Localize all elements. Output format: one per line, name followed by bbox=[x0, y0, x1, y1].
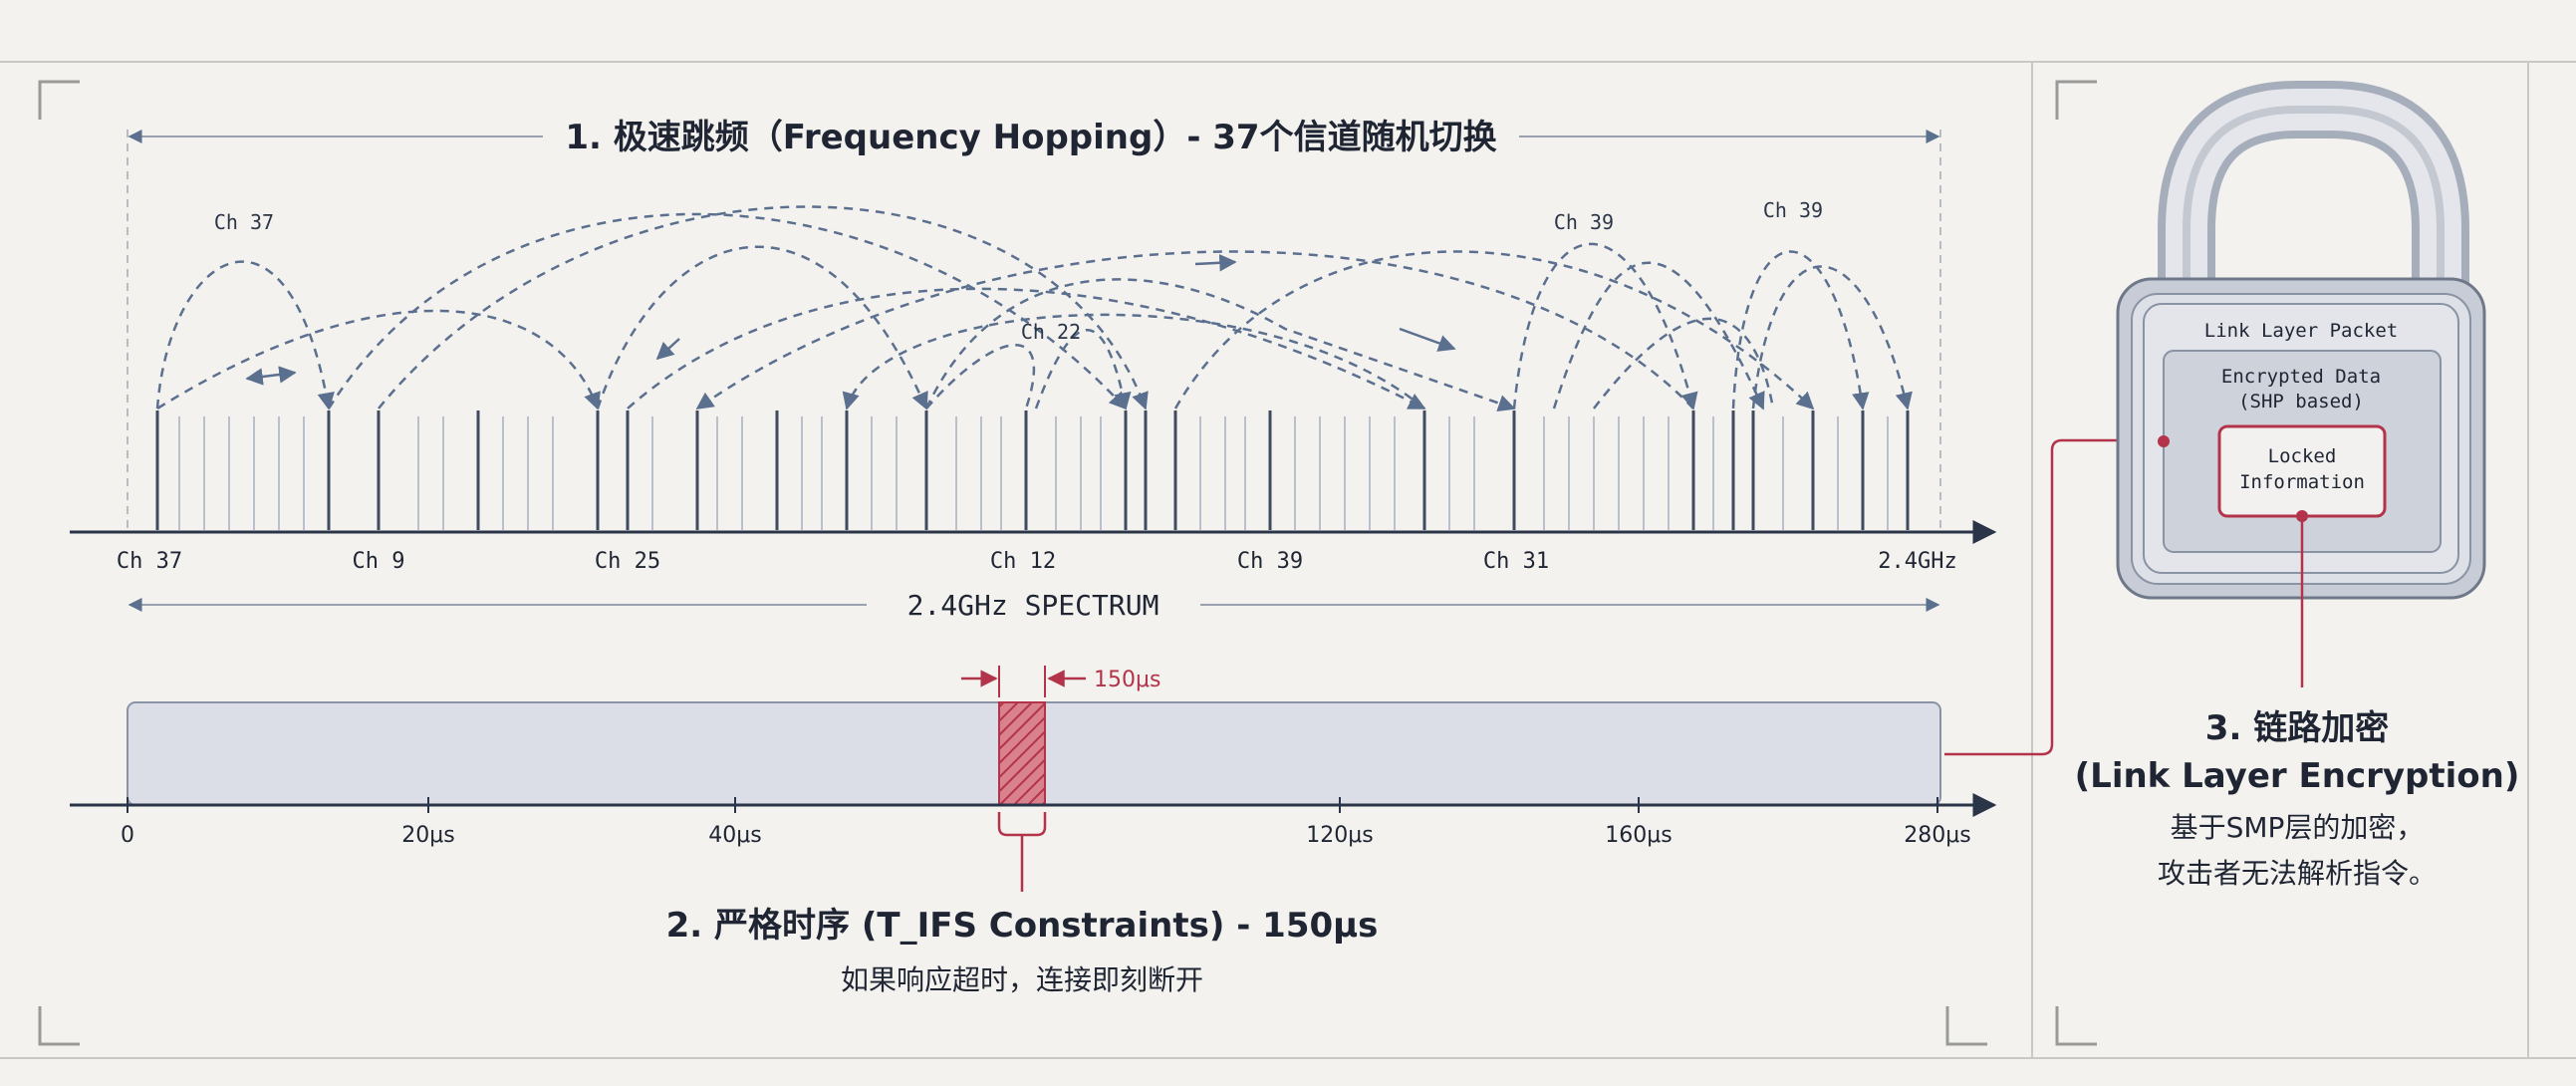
hop-arc-17 bbox=[1593, 317, 1775, 409]
locked-info-line2: Information bbox=[2239, 471, 2365, 493]
time-label-20: 20μs bbox=[401, 823, 454, 848]
packet-entry-dot bbox=[2158, 435, 2170, 447]
axis-label-ch39: Ch 39 bbox=[1237, 549, 1303, 574]
axis-label-ch37: Ch 37 bbox=[117, 549, 182, 574]
time-axis-ticks bbox=[127, 797, 1938, 813]
frequency-hopping-section: 1. 极速跳频（Frequency Hopping）- 37个信道随机切换 bbox=[70, 118, 1997, 622]
hop-arc-5 bbox=[596, 245, 928, 410]
hop-arc-10 bbox=[925, 344, 1036, 409]
encryption-title-line2: (Link Layer Encryption) bbox=[2075, 756, 2520, 796]
dir-arrow-4 bbox=[1399, 327, 1456, 352]
corner-mark-br-left bbox=[1945, 1006, 1987, 1046]
hop-label-ch39-a: Ch 39 bbox=[1554, 210, 1614, 234]
hop-arc-8 bbox=[924, 278, 1516, 412]
hop-arc-1 bbox=[155, 260, 335, 410]
axis-label-ch25: Ch 25 bbox=[595, 549, 660, 574]
corner-mark-bl-right bbox=[2055, 1006, 2097, 1046]
hop-arc-7 bbox=[842, 313, 1425, 410]
corner-marks bbox=[38, 80, 2097, 1046]
dir-arrow-3 bbox=[1194, 254, 1237, 272]
time-label-120: 120μs bbox=[1306, 823, 1373, 848]
axis-label-ch9: Ch 9 bbox=[353, 549, 405, 574]
gap-label: 150μs bbox=[1094, 668, 1160, 692]
axis-label-ch31: Ch 31 bbox=[1483, 549, 1549, 574]
encryption-desc-line2: 攻击者无法解析指令。 bbox=[2158, 857, 2437, 890]
locked-info-line1: Locked bbox=[2268, 445, 2337, 467]
encryption-section: Link Layer Packet Encrypted Data (SHP ba… bbox=[1944, 81, 2520, 890]
axis-label-2-4ghz: 2.4GHz bbox=[1878, 549, 1956, 574]
tifs-gap-marker bbox=[998, 701, 1046, 806]
hop-label-ch39-b: Ch 39 bbox=[1763, 198, 1823, 222]
axis-label-ch12: Ch 12 bbox=[990, 549, 1056, 574]
hopping-title: 1. 极速跳频（Frequency Hopping）- 37个信道随机切换 bbox=[565, 118, 1496, 157]
hop-arc-16 bbox=[1751, 265, 1913, 410]
gap-bracket bbox=[997, 812, 1047, 837]
channel-bars bbox=[155, 410, 1910, 530]
encryption-title-line1: 3. 链路加密 bbox=[2205, 708, 2389, 748]
hop-arc-6 bbox=[627, 287, 1426, 410]
encrypted-data-sublabel: (SHP based) bbox=[2238, 391, 2364, 412]
hop-arc-15 bbox=[1731, 250, 1870, 410]
time-label-280: 280μs bbox=[1904, 823, 1970, 848]
hop-arc-13 bbox=[1173, 250, 1815, 410]
hop-arc-9 bbox=[695, 250, 1694, 410]
hop-arc-4 bbox=[378, 205, 1149, 410]
hop-arc-3 bbox=[327, 212, 1128, 410]
time-label-160: 160μs bbox=[1605, 823, 1672, 848]
padlock-shackle-core bbox=[2183, 106, 2445, 289]
dir-arrow-1 bbox=[245, 366, 297, 386]
time-label-0: 0 bbox=[121, 823, 134, 848]
encryption-connector bbox=[1944, 431, 2154, 756]
packet-label: Link Layer Packet bbox=[2204, 320, 2398, 342]
hop-arcs bbox=[155, 205, 1913, 412]
direction-arrows bbox=[245, 254, 1456, 386]
time-label-40: 40μs bbox=[708, 823, 761, 848]
hop-arc-11 bbox=[1034, 329, 1132, 410]
hop-arc-2 bbox=[156, 309, 601, 410]
hop-arc-12 bbox=[1512, 242, 1698, 410]
corner-mark-bl bbox=[38, 1006, 80, 1046]
timing-subtitle: 如果响应超时，连接即刻断开 bbox=[841, 963, 1203, 996]
hop-label-ch37: Ch 37 bbox=[214, 210, 274, 234]
encryption-desc-line1: 基于SMP层的加密， bbox=[2171, 811, 2425, 844]
dir-arrow-2 bbox=[655, 338, 680, 361]
timing-section: 150μs 0 20μs 40μs 120μs 160μs 280μs 2. 严… bbox=[70, 666, 1997, 996]
frame bbox=[0, 61, 2576, 1059]
corner-mark-tr-right bbox=[2055, 80, 2097, 120]
encrypted-data-label: Encrypted Data bbox=[2221, 366, 2381, 388]
spectrum-label: 2.4GHz SPECTRUM bbox=[907, 589, 1159, 622]
hop-arc-14 bbox=[1552, 261, 1765, 410]
timing-title: 2. 严格时序 (T_IFS Constraints) - 150μs bbox=[666, 906, 1379, 946]
hop-label-ch22: Ch 22 bbox=[1021, 320, 1081, 344]
corner-mark-tl bbox=[38, 80, 80, 120]
